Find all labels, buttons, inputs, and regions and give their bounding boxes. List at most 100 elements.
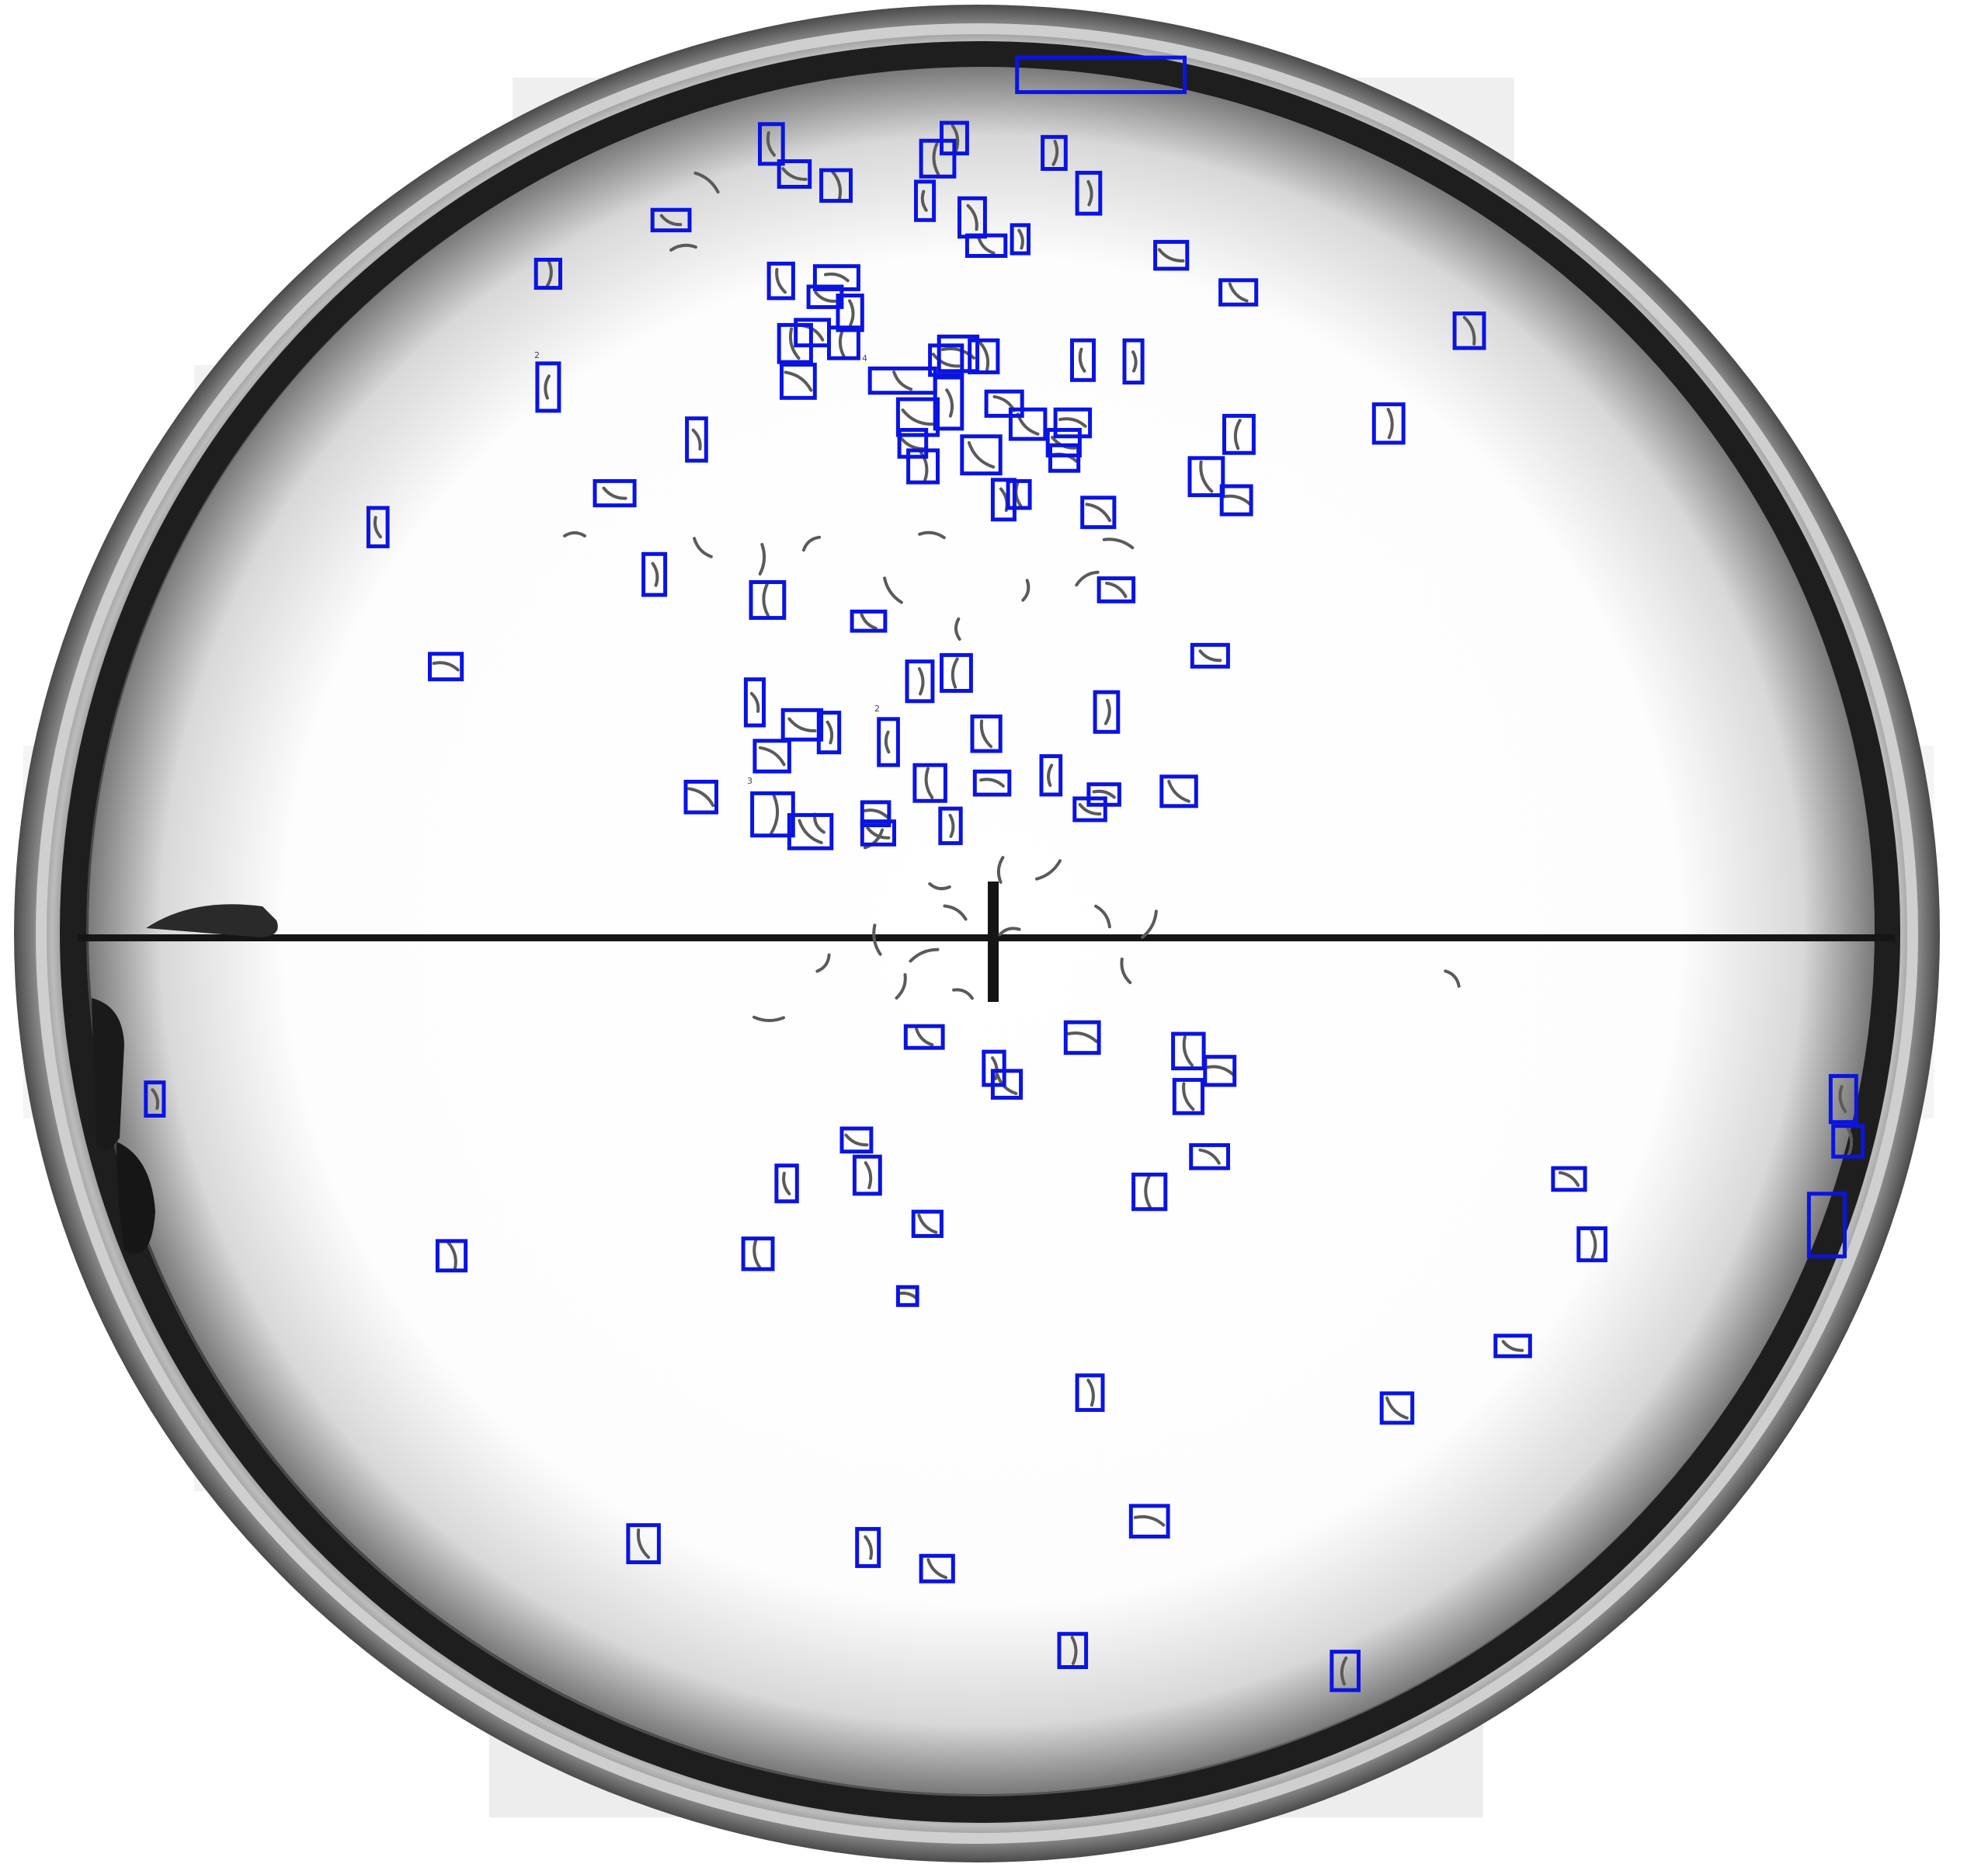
detection-box xyxy=(1190,642,1230,669)
detection-box xyxy=(1093,690,1121,734)
detection-box xyxy=(912,763,947,803)
detection-box xyxy=(897,428,929,459)
worm xyxy=(1462,315,1476,346)
worm xyxy=(1228,282,1249,303)
detection-box xyxy=(1072,796,1107,822)
worm xyxy=(151,1088,160,1110)
worm xyxy=(884,730,891,754)
detection-box xyxy=(1015,55,1187,95)
worm xyxy=(932,141,940,176)
detection-box xyxy=(914,179,937,222)
worm xyxy=(928,882,951,891)
worm xyxy=(1838,1085,1847,1114)
detection-box xyxy=(1097,576,1136,603)
detection-box xyxy=(1008,407,1048,441)
detection-box xyxy=(972,769,1012,797)
worm xyxy=(749,691,760,713)
worm xyxy=(979,719,993,749)
detection-box xyxy=(1218,278,1259,307)
worm xyxy=(1340,1656,1348,1686)
worm xyxy=(1131,350,1138,373)
worm xyxy=(864,1161,873,1190)
detection-box xyxy=(1048,443,1081,473)
worm xyxy=(1103,698,1111,725)
worm xyxy=(1078,803,1102,816)
worm xyxy=(1204,1065,1235,1076)
detection-box xyxy=(968,338,1000,374)
detection-box xyxy=(1053,407,1093,439)
detection-box xyxy=(1219,484,1253,516)
detection-box xyxy=(827,325,860,360)
worm xyxy=(801,535,822,552)
detection-box xyxy=(895,1285,919,1307)
detection-box xyxy=(777,159,812,190)
worm xyxy=(926,1558,948,1580)
detection-box xyxy=(895,397,940,437)
worm xyxy=(775,268,787,294)
detection-box xyxy=(1010,223,1030,256)
worm xyxy=(945,388,954,418)
detection-box xyxy=(1187,456,1225,498)
worm xyxy=(996,856,1005,884)
dish-rim-highlight xyxy=(36,23,1918,1844)
worm xyxy=(762,582,770,617)
detection-box xyxy=(1045,428,1082,457)
worm xyxy=(848,299,855,327)
worm xyxy=(1047,763,1054,788)
worm xyxy=(1058,417,1087,428)
worm xyxy=(651,562,659,587)
worm xyxy=(824,272,850,283)
worm xyxy=(1199,460,1214,493)
worm xyxy=(544,374,551,400)
detection-box xyxy=(970,715,1003,753)
worm xyxy=(901,409,935,426)
detection-box xyxy=(1122,338,1145,385)
worm xyxy=(752,1238,762,1270)
detection-box xyxy=(852,1154,882,1196)
worm xyxy=(1198,1148,1221,1165)
detection-box xyxy=(533,257,563,290)
detection-box xyxy=(819,168,853,203)
worm xyxy=(943,904,968,921)
worm xyxy=(1105,581,1128,598)
scale-line-blob xyxy=(146,904,278,937)
detection-box xyxy=(937,334,980,374)
worm xyxy=(782,1171,791,1195)
worm xyxy=(895,973,907,1000)
worm xyxy=(864,1535,874,1560)
worm xyxy=(1167,780,1190,803)
worm xyxy=(1444,969,1461,988)
worm xyxy=(1144,1175,1152,1208)
worm xyxy=(1182,1082,1195,1111)
detection-box xyxy=(752,739,791,774)
detection-box xyxy=(938,806,963,846)
detection-box xyxy=(1041,134,1068,172)
detection-box xyxy=(919,1553,955,1584)
detection-box xyxy=(774,1163,799,1204)
worm xyxy=(1590,1229,1597,1259)
detection-box xyxy=(683,780,718,815)
worm xyxy=(636,1528,651,1560)
worm xyxy=(909,948,940,963)
detection-box xyxy=(743,677,766,728)
detection-box xyxy=(1493,1334,1532,1358)
worm xyxy=(545,260,553,287)
detection-box xyxy=(1806,1191,1847,1259)
detection-box xyxy=(1070,338,1096,382)
worm xyxy=(770,794,780,835)
detection-box xyxy=(1153,239,1190,271)
worm xyxy=(977,236,996,255)
worm xyxy=(978,341,990,371)
worm xyxy=(1035,859,1062,881)
worm xyxy=(919,450,929,482)
worm xyxy=(915,1028,934,1047)
detection-box xyxy=(839,1126,874,1154)
dish-inner-rim xyxy=(60,41,1900,1823)
detection-box xyxy=(1171,1031,1206,1071)
detection-box xyxy=(144,1080,166,1118)
worm xyxy=(1182,1035,1194,1067)
worm xyxy=(1846,1125,1854,1157)
worm xyxy=(920,190,928,212)
detection-box xyxy=(1551,1166,1587,1192)
worm xyxy=(844,1133,869,1147)
